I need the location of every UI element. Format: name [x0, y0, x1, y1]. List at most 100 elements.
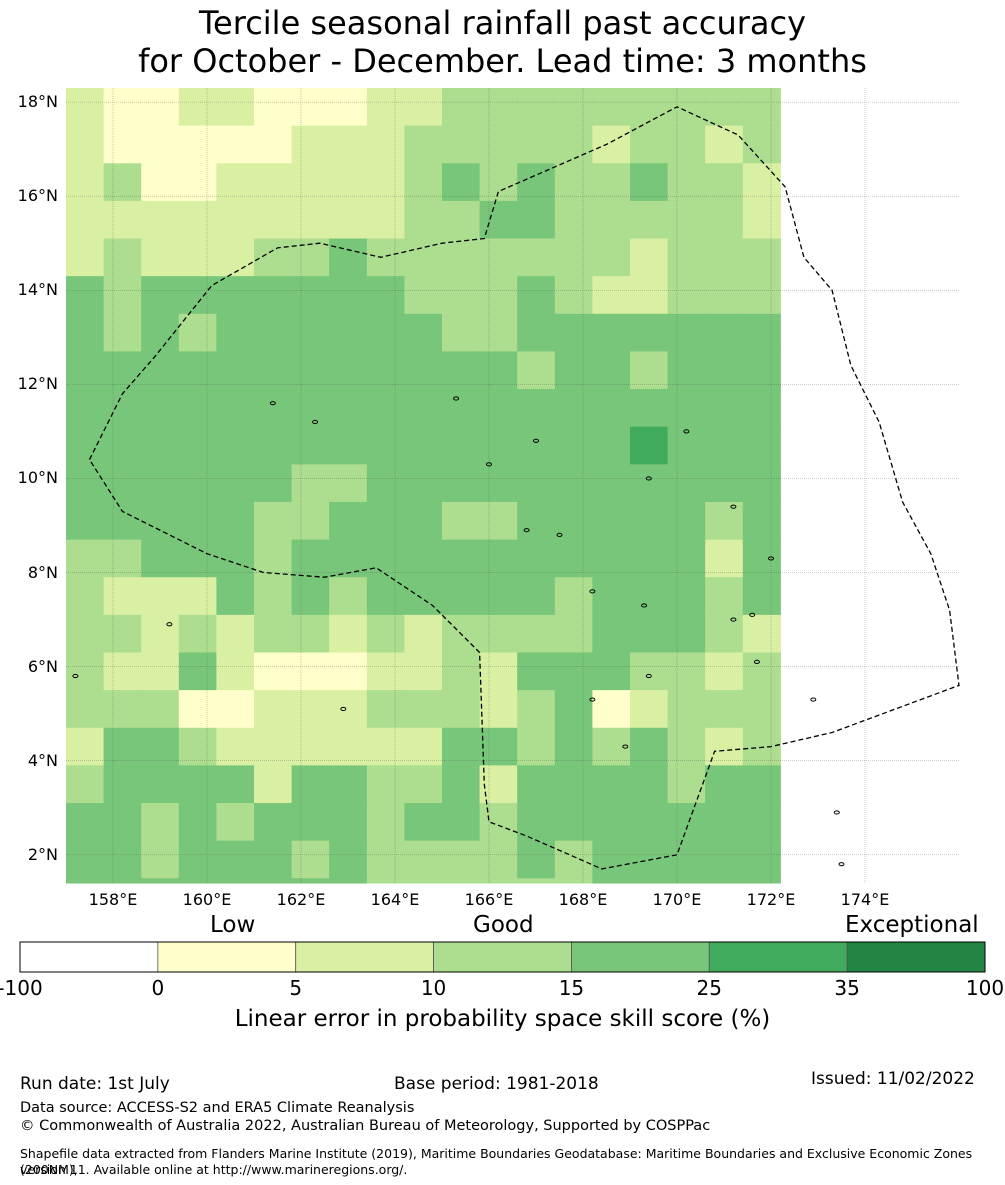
grid-cell: [366, 539, 405, 578]
grid-cell: [742, 803, 781, 842]
longitude-tick-label: 174°E: [840, 890, 890, 909]
colorbar-segment: [571, 941, 710, 973]
grid-cell: [178, 878, 217, 884]
grid-cell: [592, 577, 631, 616]
grid-cell: [404, 840, 443, 879]
grid-cell: [667, 200, 706, 240]
grid-cell: [66, 88, 105, 127]
grid-cell: [178, 652, 217, 691]
grid-cell: [103, 727, 142, 766]
grid-cell: [366, 200, 405, 240]
grid-cell: [103, 878, 142, 884]
grid-cell: [479, 690, 518, 729]
grid-cell: [141, 313, 180, 352]
grid-cell: [742, 765, 781, 804]
grid-cell: [705, 351, 744, 390]
island-outline: [340, 706, 347, 712]
grid-cell: [705, 501, 744, 541]
latitude-tick-label: 12°N: [17, 374, 58, 394]
grid-cell: [667, 539, 706, 578]
graticule: [66, 88, 959, 883]
grid-cell: [705, 652, 744, 691]
grid-cell: [705, 690, 744, 729]
grid-cell: [554, 840, 593, 879]
grid-cell: [366, 878, 405, 884]
grid-cell: [366, 389, 405, 428]
grid-cell: [216, 765, 255, 804]
grid-cell: [254, 501, 293, 541]
grid-cell: [141, 803, 180, 842]
grid-cell: [742, 200, 781, 240]
grid-cell: [517, 125, 556, 164]
grid-cell: [329, 125, 368, 164]
island-outline: [589, 697, 596, 702]
grid-cell: [254, 727, 293, 766]
grid-cell: [592, 652, 631, 691]
grid-cell: [254, 539, 293, 578]
grid-cell: [742, 690, 781, 729]
grid-cell: [291, 765, 330, 804]
grid-cell: [66, 125, 105, 164]
grid-cell: [366, 238, 405, 277]
grid-cell: [442, 539, 481, 578]
grid-cell: [592, 614, 631, 653]
colorbar-tick-label: 25: [696, 976, 723, 1000]
colorbar-segment: [295, 941, 434, 973]
colorbar-segment: [19, 941, 159, 973]
grid-cell: [178, 614, 217, 653]
colorbar-frame: [19, 941, 986, 973]
island-outline: [645, 476, 652, 481]
island-outline: [453, 396, 460, 401]
island-outline: [312, 419, 319, 425]
grid-cell: [178, 200, 217, 240]
grid-cell: [291, 351, 330, 390]
grid-cell: [742, 238, 781, 277]
grid-cell: [178, 690, 217, 729]
grid-cell: [216, 351, 255, 390]
grid-cell: [178, 125, 217, 164]
grid-cell: [141, 727, 180, 766]
grid-cell: [329, 501, 368, 541]
grid-cell: [216, 125, 255, 164]
grid-cell: [592, 163, 631, 202]
longitude-tick-label: 166°E: [464, 890, 514, 909]
grid-cell: [141, 389, 180, 428]
grid-cell: [329, 464, 368, 503]
grid-cell: [66, 690, 105, 729]
grid-cell: [442, 389, 481, 428]
island-outline: [768, 556, 774, 561]
grid-cell: [366, 840, 405, 879]
grid-cell: [554, 803, 593, 842]
grid-cell: [742, 614, 781, 653]
grid-cell: [291, 501, 330, 541]
grid-cell: [291, 803, 330, 842]
grid-cell: [141, 88, 180, 127]
grid-cell: [103, 426, 142, 465]
grid-cell: [630, 614, 669, 653]
grid-cell: [329, 389, 368, 428]
grid-cell: [517, 313, 556, 352]
grid-cell: [366, 727, 405, 766]
grid-cell: [254, 238, 293, 277]
grid-cell: [742, 840, 781, 879]
grid-cell: [66, 464, 105, 503]
grid-cell: [66, 501, 105, 541]
island-outline: [589, 589, 596, 594]
grid-cell: [103, 803, 142, 842]
latitude-tick-label: 4°N: [27, 750, 58, 770]
grid-cell: [742, 539, 781, 578]
grid-cell: [404, 464, 443, 503]
grid-cell: [667, 878, 706, 884]
grid-cell: [329, 614, 368, 653]
colorbar-category-good: Good: [473, 912, 534, 938]
grid-cell: [742, 577, 781, 616]
grid-cell: [66, 200, 105, 240]
grid-cell: [216, 840, 255, 879]
grid-cell: [554, 765, 593, 804]
grid-cell: [630, 577, 669, 616]
grid-cell: [554, 238, 593, 277]
grid-cell: [216, 464, 255, 503]
grid-cell: [517, 200, 556, 240]
grid-cell: [66, 163, 105, 202]
grid-cell: [554, 727, 593, 766]
